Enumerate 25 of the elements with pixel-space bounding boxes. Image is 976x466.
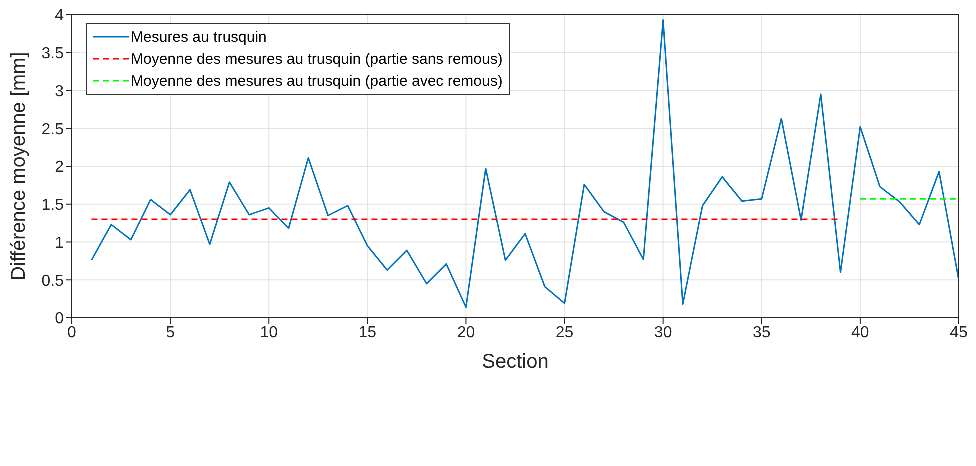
legend-label: Moyenne des mesures au trusquin (partie avec remous) — [131, 72, 503, 90]
y-tick-label: 2 — [55, 159, 64, 176]
x-tick-label: 25 — [556, 324, 574, 342]
x-tick-label: 30 — [654, 324, 672, 342]
x-tick-label: 35 — [752, 324, 771, 342]
x-tick-label: 5 — [166, 324, 176, 342]
legend-label: Mesures au trusquin — [131, 28, 267, 46]
y-tick-label: 1.5 — [42, 197, 64, 214]
y-tick-label: 1 — [55, 234, 64, 252]
y-tick-label: 3.5 — [42, 46, 64, 63]
y-tick-label: 0.5 — [42, 272, 64, 290]
y-tick-label: 0 — [55, 310, 64, 328]
y-axis-title: Différence moyenne [mm] — [8, 52, 30, 281]
x-tick-label: 40 — [852, 324, 870, 342]
legend-label: Moyenne des mesures au trusquin (partie sans remous) — [131, 50, 503, 68]
x-axis-title: Section — [482, 351, 549, 373]
x-tick-label: 10 — [260, 324, 278, 342]
y-tick-label: 3 — [55, 83, 64, 100]
y-tick-label: 2.5 — [42, 121, 64, 138]
x-tick-label: 20 — [457, 324, 476, 342]
x-tick-label: 15 — [358, 324, 377, 342]
x-tick-label: 45 — [950, 324, 968, 342]
x-tick-label: 0 — [68, 324, 77, 342]
y-tick-label: 4 — [55, 8, 64, 25]
line-series — [90, 20, 959, 308]
